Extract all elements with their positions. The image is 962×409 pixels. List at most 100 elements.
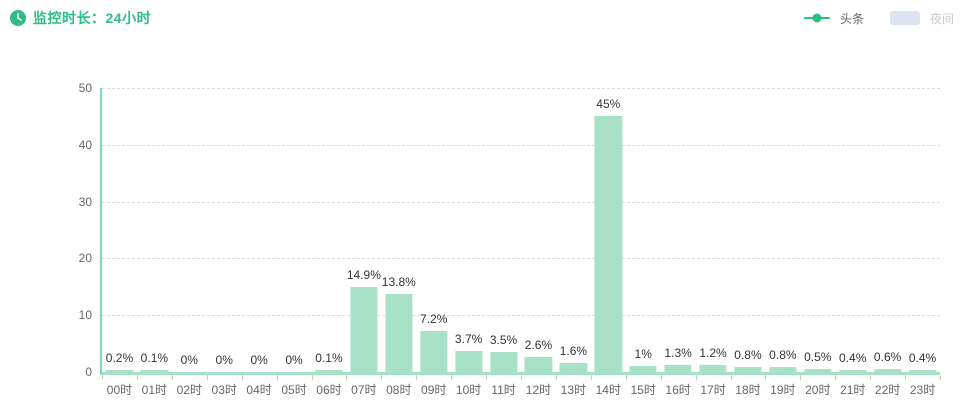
x-axis-label: 14时: [595, 383, 621, 397]
bar-00时[interactable]: [105, 370, 134, 372]
bar-14时[interactable]: [594, 116, 622, 372]
bar-value-label: 0.1%: [140, 351, 169, 365]
x-axis-label: 06时: [316, 383, 342, 397]
x-axis-tick: [660, 375, 662, 380]
y-axis-tick-label: 0: [85, 365, 92, 379]
x-axis-label: 16时: [665, 383, 691, 397]
chart-legend: 头条 夜间: [803, 8, 954, 28]
bar-23时[interactable]: [908, 369, 937, 372]
bar-value-label: 0%: [215, 353, 233, 367]
chart-column: 1.3% 16时: [661, 88, 696, 397]
gridline: [102, 258, 940, 260]
x-axis-label: 05时: [281, 383, 307, 397]
chart-column: 0.8% 19时: [765, 88, 800, 397]
y-axis-tick-label: 10: [78, 308, 92, 323]
chart-column: 0.1% 06时: [312, 88, 347, 397]
bar-value-label: 13.8%: [381, 274, 416, 289]
x-axis-tick: [625, 375, 627, 380]
x-axis-label: 22时: [874, 383, 901, 397]
x-axis-label: 03时: [211, 383, 237, 397]
bar-10时[interactable]: [455, 350, 483, 372]
x-axis-tick: [311, 375, 313, 380]
x-axis-label: 19时: [770, 383, 796, 397]
bar-22时[interactable]: [874, 368, 902, 372]
x-axis-tick: [451, 375, 453, 380]
x-axis-tick: [102, 375, 103, 380]
bar-06时[interactable]: [315, 370, 343, 372]
chart-column: 0% 02时: [172, 88, 207, 397]
x-axis-tick: [590, 375, 592, 380]
bar-value-label: 0.6%: [873, 349, 902, 364]
chart-column: 1.6% 13时: [556, 88, 591, 397]
bar-18时[interactable]: [734, 367, 762, 372]
bar-11时[interactable]: [489, 352, 518, 372]
legend-label: 头条: [839, 11, 864, 26]
bar-series-marker-icon: [889, 11, 920, 25]
x-axis-label: 13时: [560, 383, 587, 397]
x-axis-tick: [695, 375, 697, 380]
chart-column: 3.7% 10时: [451, 88, 486, 397]
x-axis-tick: [940, 375, 941, 380]
bar-value-label: 1%: [634, 347, 652, 362]
x-axis-label: 11时: [491, 383, 516, 397]
clock-icon: [10, 10, 26, 26]
chart-column: 0.2% 00时: [102, 88, 137, 397]
y-axis-tick-label: 40: [78, 137, 92, 152]
x-axis-label: 23时: [909, 383, 936, 397]
gridline: [102, 201, 940, 203]
chart-column: 0.6% 22时: [870, 88, 905, 397]
bar-17时[interactable]: [699, 365, 727, 372]
chart-column: 0% 04时: [242, 88, 277, 397]
bar-15时[interactable]: [629, 366, 657, 372]
legend-item-toutiao[interactable]: 头条: [803, 10, 864, 27]
x-axis-label: 08时: [386, 383, 412, 397]
x-axis-tick: [765, 375, 767, 380]
chart-column: 0.1% 01时: [137, 88, 172, 397]
bar-09时[interactable]: [420, 331, 448, 372]
bar-12时[interactable]: [524, 357, 553, 372]
legend-label: 夜间: [929, 11, 954, 26]
chart-column: 1% 15时: [626, 88, 661, 397]
bar-value-label: 0.2%: [105, 351, 134, 365]
bar-16时[interactable]: [664, 364, 692, 372]
chart-column: 2.6% 12时: [521, 88, 556, 397]
x-axis-tick: [730, 375, 732, 380]
bar-value-label: 14.9%: [346, 268, 381, 283]
legend-item-yejian[interactable]: 夜间: [889, 10, 954, 27]
x-axis-tick: [870, 375, 872, 380]
line-series-marker-icon: [803, 13, 830, 23]
y-axis-tick-label: 30: [78, 194, 92, 209]
chart-column: 0.4% 21时: [835, 88, 870, 397]
gridline: [102, 144, 940, 146]
bar-19时[interactable]: [769, 367, 797, 372]
x-axis-label: 12时: [525, 383, 552, 397]
bar-01时[interactable]: [140, 370, 168, 372]
x-axis-tick: [276, 375, 278, 380]
bar-13时[interactable]: [559, 362, 587, 372]
chart-column: 14.9% 07时: [346, 88, 381, 397]
gridline: [102, 315, 940, 317]
x-axis-tick: [486, 375, 488, 380]
x-axis-label: 15时: [630, 383, 656, 397]
bar-value-label: 0%: [180, 353, 198, 367]
x-axis-tick: [521, 375, 522, 380]
y-axis-tick-label: 20: [78, 251, 92, 266]
bar-07时[interactable]: [350, 287, 378, 372]
bar-value-label: 1.6%: [559, 343, 588, 358]
chart-column: 3.5% 11时: [486, 88, 521, 397]
x-axis-label: 21时: [840, 383, 866, 397]
x-axis-label: 17时: [700, 383, 726, 397]
bar-value-label: 0.8%: [734, 348, 762, 363]
x-axis-tick: [136, 375, 138, 380]
bar-value-label: 45%: [596, 97, 621, 112]
bar-20时[interactable]: [804, 369, 832, 372]
bar-value-label: 0%: [285, 353, 303, 367]
y-axis-tick-label: 50: [78, 81, 92, 95]
bar-value-label: 3.5%: [489, 333, 518, 348]
bar-08时[interactable]: [385, 293, 413, 372]
x-axis-label: 04时: [246, 383, 272, 397]
x-axis-label: 00时: [106, 383, 133, 397]
bar-21时[interactable]: [839, 369, 867, 372]
bar-value-label: 2.6%: [524, 338, 553, 353]
